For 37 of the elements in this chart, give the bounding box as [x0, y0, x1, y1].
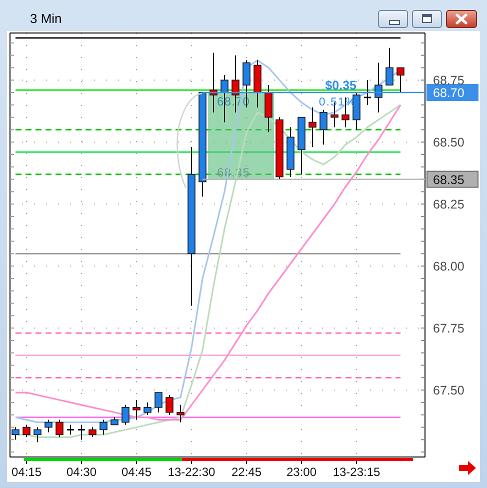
- candlestick: [88, 426, 96, 438]
- candlestick: [132, 399, 140, 420]
- candlestick: [176, 404, 184, 423]
- x-tick-label: 13-23:15: [332, 465, 381, 479]
- x-tick-label: 13-22:30: [168, 465, 216, 479]
- candlestick: [56, 419, 64, 438]
- y-tick-label: 67.75: [433, 322, 464, 336]
- x-tick-label: 04:45: [121, 465, 152, 479]
- candlestick: [386, 47, 394, 86]
- candlestick: [166, 394, 174, 416]
- candlestick: [66, 424, 75, 436]
- candlestick: [154, 392, 162, 413]
- annotation: $0.35: [325, 78, 357, 93]
- y-tick-label: 68.00: [433, 260, 464, 274]
- candlestick: [77, 424, 86, 440]
- candlestick: [44, 419, 52, 433]
- candlestick: [34, 426, 42, 443]
- candlestick: [22, 424, 30, 438]
- chart-title: 3 Min: [30, 10, 62, 28]
- x-tick-label: 23:00: [286, 465, 317, 479]
- text: 68.70: [433, 86, 464, 100]
- candlestick: [100, 419, 108, 436]
- y-tick-label: 68.75: [433, 74, 464, 88]
- candlestick: [210, 52, 218, 113]
- candlestick: [144, 402, 152, 416]
- candlestick: [396, 67, 404, 94]
- text: 68.35: [433, 172, 464, 187]
- candlestick: [374, 62, 382, 113]
- candlestick: [308, 106, 316, 148]
- x-tick-label: 22:45: [231, 465, 262, 479]
- y-tick-label: 68.50: [433, 136, 464, 150]
- x-tick-label: 04:30: [66, 465, 97, 479]
- candlestick: [122, 404, 130, 426]
- y-tick-label: 68.25: [433, 198, 464, 212]
- candlestick: [320, 109, 328, 146]
- x-tick-label: 04:15: [11, 465, 42, 479]
- y-tick-label: 67.50: [433, 384, 464, 398]
